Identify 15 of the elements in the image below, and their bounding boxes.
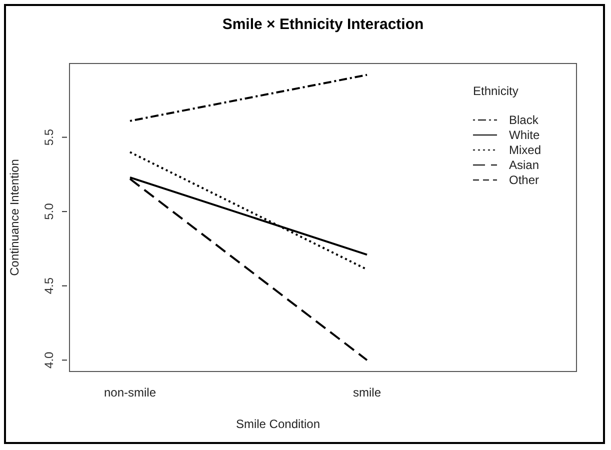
legend-label: Other xyxy=(509,172,540,186)
x-axis-title: Smile Condition xyxy=(236,417,320,431)
legend-label: White xyxy=(509,128,540,142)
y-axis-title: Continuance Intention xyxy=(7,159,22,276)
legend-label: Black xyxy=(509,112,538,126)
y-tick-label: 4.5 xyxy=(42,277,56,294)
legend-title: Ethnicity xyxy=(473,84,520,98)
y-tick-label: 5.5 xyxy=(42,128,56,146)
chart-title: Smile × Ethnicity Interaction xyxy=(221,16,425,33)
legend-label: Mixed xyxy=(509,142,542,156)
y-tick-label: 4.0 xyxy=(42,351,56,368)
legend-label: Asian xyxy=(509,158,540,172)
y-tick-label: 5.0 xyxy=(42,202,56,220)
x-tick-label: non-smile xyxy=(104,386,156,400)
x-tick-label: smile xyxy=(352,386,382,400)
